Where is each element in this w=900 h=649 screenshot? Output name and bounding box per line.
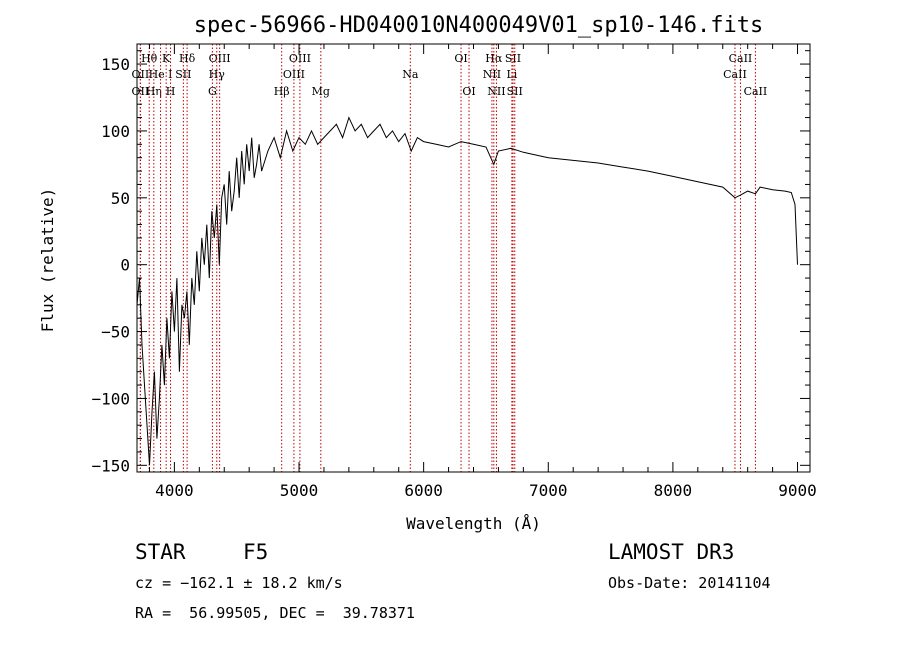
spectral-line-label: SII: [175, 68, 191, 81]
survey-name: LAMOST DR3: [608, 540, 735, 564]
x-tick-label: 7000: [529, 481, 568, 500]
spectral-line-label: SII: [507, 85, 523, 98]
spectral-line-label: Hθ: [141, 52, 158, 65]
chart-title: spec-56966-HD040010N400049V01_sp10-146.f…: [194, 13, 764, 38]
spectrum-chart: spec-56966-HD040010N400049V01_sp10-146.f…: [38, 13, 817, 533]
sky-coordinates: RA = 56.99505, DEC = 39.78371: [135, 604, 415, 622]
y-tick-label: 100: [101, 122, 130, 141]
spectral-line-label: Mg: [312, 85, 330, 98]
spectral-line-label: OIII: [283, 68, 305, 81]
spectral-line-label: H: [166, 85, 176, 98]
spectral-line-label: OI: [462, 85, 475, 98]
spectral-line-label: NII: [487, 85, 505, 98]
observation-date: Obs-Date: 20141104: [608, 574, 771, 592]
spectral-line-label: Hγ: [209, 68, 226, 81]
spectral-line-label: OIII: [289, 52, 311, 65]
spectral-line-label: OII: [132, 68, 150, 81]
y-tick-label: 150: [101, 55, 130, 74]
spectral-line-label: K: [162, 52, 171, 65]
spectral-line-label: Hδ: [179, 52, 196, 65]
y-axis-label: Flux (relative): [38, 188, 57, 333]
plot-frame: [136, 43, 811, 473]
y-tick-label: −150: [91, 456, 130, 475]
y-tick-label: 50: [111, 189, 130, 208]
x-axis-label: Wavelength (Å): [406, 514, 541, 533]
x-tick-label: 6000: [404, 481, 443, 500]
y-tick-label: −100: [91, 389, 130, 408]
y-tick-label: −50: [101, 323, 130, 342]
x-tick-label: 9000: [778, 481, 817, 500]
spectral-line-label: NII: [483, 68, 501, 81]
spectral-line-label: CaII: [729, 52, 753, 65]
object-subclass: F5: [243, 540, 269, 564]
y-tick-label: 0: [120, 256, 130, 275]
redshift-velocity: cz = −162.1 ± 18.2 km/s: [135, 574, 343, 592]
spectral-line-label: OIII: [209, 52, 231, 65]
x-tick-label: 4000: [155, 481, 194, 500]
spectral-line-label: Hα: [485, 52, 503, 65]
x-tick-label: 8000: [654, 481, 693, 500]
spectral-line-label: He I: [149, 68, 173, 81]
spectral-line-label: SII: [505, 52, 521, 65]
spectrum-line: [136, 116, 798, 466]
object-class: STAR: [135, 540, 186, 564]
spectral-line-label: Li: [506, 68, 517, 81]
spectral-line-label: CaII: [744, 85, 768, 98]
spectral-line-label: Hη: [146, 85, 162, 98]
spectral-line-label: OI: [454, 52, 467, 65]
spectral-line-label: Na: [402, 68, 419, 81]
spectral-line-label: Hβ: [274, 85, 290, 98]
spectral-line-label: OII: [132, 85, 150, 98]
x-tick-label: 5000: [280, 481, 319, 500]
spectral-line-label: CaII: [723, 68, 747, 81]
spectral-line-label: G: [208, 85, 217, 98]
